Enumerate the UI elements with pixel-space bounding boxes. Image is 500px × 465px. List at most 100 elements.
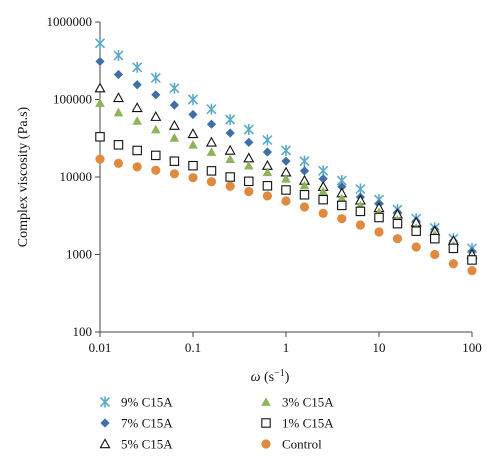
data-point — [225, 181, 235, 191]
legend-label: 5% C15A — [121, 437, 173, 452]
y-tick-label: 10000 — [60, 169, 93, 184]
data-point — [337, 182, 347, 192]
data-point — [318, 186, 328, 196]
y-tick-label: 1000000 — [47, 14, 93, 29]
data-point — [95, 98, 105, 107]
data-point — [243, 124, 254, 136]
y-ticks: 100 1000 10000 100000 1000000 — [47, 14, 100, 339]
data-point — [113, 49, 124, 61]
legend-item: 9% C15A — [99, 395, 173, 410]
data-point — [262, 191, 273, 201]
data-point — [169, 100, 180, 110]
legend-item: 7% C15A — [100, 416, 173, 431]
data-point — [262, 134, 273, 146]
data-point — [299, 155, 310, 167]
y-tick-label: 100 — [73, 324, 93, 339]
legend-marker — [261, 418, 271, 428]
data-point — [281, 196, 291, 206]
x-tick-label: 100 — [462, 340, 482, 355]
data-point — [113, 107, 124, 117]
data-point — [132, 61, 143, 73]
x-axis-unit: (s — [260, 370, 274, 385]
data-point — [169, 82, 180, 94]
legend-marker — [261, 439, 271, 449]
data-point — [430, 233, 440, 244]
data-point — [243, 152, 255, 163]
legend-label: 7% C15A — [121, 416, 173, 431]
plot-area: 0.01 0.1 1 10 100 100 1000 10000 100000 1000000 — [47, 14, 482, 355]
legend: 9% C15A 3% C15A 7% C15A 1% C15A 5% C15A Contr… — [99, 395, 334, 452]
data-point — [169, 156, 180, 166]
data-point — [280, 144, 292, 156]
data-point — [299, 180, 310, 190]
series-5 — [95, 154, 477, 276]
data-point — [113, 140, 124, 150]
data-point — [206, 177, 217, 187]
data-point — [244, 176, 254, 187]
legend-item: 1% C15A — [261, 416, 334, 431]
data-point — [392, 234, 403, 244]
legend-marker — [99, 438, 111, 449]
x-axis-close: ) — [285, 370, 290, 385]
data-point — [318, 194, 328, 205]
data-point — [132, 80, 142, 90]
series-3 — [95, 98, 477, 262]
x-axis-title: ω (s−1) — [251, 368, 290, 386]
legend-marker — [261, 397, 271, 406]
data-point — [225, 154, 235, 163]
data-point — [355, 220, 366, 230]
y-axis-title: Complex viscosity (Pa.s) — [16, 106, 31, 247]
data-point — [318, 208, 328, 218]
data-point — [169, 133, 180, 142]
data-point — [243, 160, 254, 170]
legend-label: Control — [282, 437, 322, 452]
legend-marker — [99, 396, 111, 408]
data-point — [112, 92, 125, 103]
data-point — [187, 128, 199, 139]
data-point — [299, 166, 310, 176]
data-point — [244, 137, 254, 147]
data-point — [467, 255, 477, 265]
data-point — [150, 72, 161, 84]
x-tick-label: 0.1 — [185, 340, 201, 355]
x-tick-label: 1 — [283, 340, 290, 355]
data-point — [299, 190, 310, 200]
y-tick-label: 1000 — [66, 247, 92, 262]
data-point — [169, 169, 180, 179]
data-point — [374, 227, 384, 237]
data-point — [206, 103, 217, 115]
data-point — [168, 119, 180, 130]
data-point — [225, 172, 235, 182]
data-point — [448, 243, 459, 254]
data-point — [188, 173, 198, 183]
data-point — [95, 154, 105, 164]
x-ticks: 0.01 0.1 1 10 100 — [89, 332, 482, 355]
legend-item: 5% C15A — [99, 437, 173, 452]
data-point — [355, 206, 366, 217]
data-point — [262, 167, 273, 177]
legend-label: 3% C15A — [282, 395, 334, 410]
data-point — [244, 186, 254, 197]
data-point — [411, 226, 421, 236]
data-point — [336, 193, 347, 203]
data-point — [113, 69, 124, 80]
legend-item: Control — [261, 437, 322, 452]
legend-label: 9% C15A — [121, 395, 173, 410]
data-point — [206, 166, 217, 176]
data-point — [94, 37, 106, 49]
x-tick-label: 10 — [373, 340, 386, 355]
data-point — [281, 173, 291, 183]
legend-label: 1% C15A — [282, 416, 334, 431]
data-markers — [94, 37, 478, 276]
data-point — [113, 158, 124, 168]
data-point — [337, 214, 347, 224]
data-point — [281, 156, 291, 166]
data-point — [151, 165, 161, 175]
data-point — [392, 218, 403, 229]
data-point — [188, 140, 198, 149]
data-point — [337, 200, 347, 211]
data-point — [132, 145, 142, 156]
data-point — [374, 212, 384, 223]
data-point — [151, 90, 161, 100]
